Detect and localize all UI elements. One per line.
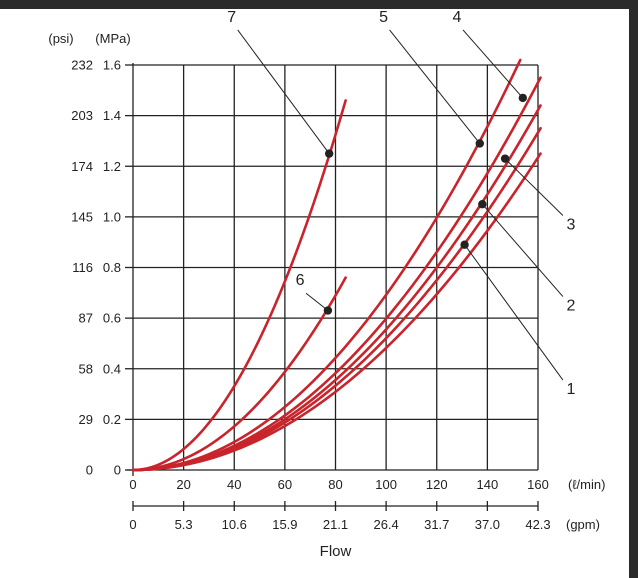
x-tick-label-gpm: 5.3: [175, 517, 193, 532]
curves: [131, 58, 542, 472]
curve-1: [131, 152, 542, 472]
y-tick-label-mpa: 0.8: [103, 260, 121, 275]
x-tick-label-gpm: 15.9: [272, 517, 297, 532]
axes: 000.2290.4580.6870.81161.01451.21741.420…: [48, 31, 605, 560]
y-tick-label-mpa: 1.6: [103, 58, 121, 73]
marker-5: [475, 139, 484, 148]
y-tick-label-psi: 232: [71, 58, 93, 73]
x-tick-label-lpm: 120: [426, 477, 448, 492]
y-tick-label-psi: 0: [86, 463, 93, 478]
callout-label-5: 5: [379, 9, 388, 26]
callout-label-3: 3: [566, 217, 575, 234]
marker-6: [323, 306, 333, 315]
y-tick-label-mpa: 0.4: [103, 361, 121, 376]
y-tick-label-psi: 58: [79, 361, 93, 376]
x-tick-label-gpm: 26.4: [373, 517, 398, 532]
marker-3: [500, 154, 510, 163]
x-unit-gpm: (gpm): [566, 517, 600, 532]
leader-3: [504, 158, 564, 216]
leader-7: [237, 29, 330, 154]
x-tick-label-lpm: 20: [176, 477, 190, 492]
x-tick-label-gpm: 37.0: [475, 517, 500, 532]
labels: 7 6 5 4 3 2 1: [227, 9, 575, 398]
y-unit-psi: (psi): [48, 31, 73, 46]
marker-4: [518, 93, 528, 103]
callout-label-4: 4: [453, 9, 462, 26]
curve-7: [131, 99, 347, 472]
leader-1: [464, 244, 564, 381]
y-tick-label-psi: 145: [71, 209, 93, 224]
y-tick-label-mpa: 1.0: [103, 209, 121, 224]
y-unit-mpa: (MPa): [95, 31, 130, 46]
x-tick-label-gpm: 0: [129, 517, 136, 532]
callout-label-7: 7: [227, 9, 236, 26]
grid-lines: [133, 64, 539, 470]
right-frame-bar: [629, 0, 638, 578]
x-tick-label-lpm: 40: [227, 477, 241, 492]
x-tick-label-gpm: 42.3: [525, 517, 550, 532]
x-tick-label-gpm: 31.7: [424, 517, 449, 532]
marker-7: [324, 149, 334, 158]
y-tick-label-mpa: 0.2: [103, 412, 121, 427]
callout-label-1: 1: [566, 381, 575, 398]
x-tick-label-lpm: 100: [375, 477, 397, 492]
y-tick-label-psi: 174: [71, 159, 93, 174]
marker-1: [460, 240, 469, 249]
y-tick-label-psi: 29: [79, 412, 93, 427]
top-frame-bar: [0, 0, 638, 9]
x-unit-lpm: (ℓ/min): [568, 477, 605, 492]
y-tick-label-psi: 87: [79, 311, 93, 326]
callout-leaders: [237, 29, 564, 381]
y-tick-label-mpa: 0.6: [103, 311, 121, 326]
callout-label-6: 6: [296, 272, 305, 289]
y-tick-label-psi: 203: [71, 108, 93, 123]
markers: [323, 93, 528, 315]
x-tick-label-gpm: 10.6: [222, 517, 247, 532]
curve-3: [131, 104, 542, 472]
leader-5: [389, 29, 481, 144]
curve-6: [131, 276, 347, 472]
x-tick-label-lpm: 80: [328, 477, 342, 492]
y-tick-label-mpa: 1.4: [103, 108, 121, 123]
leader-4: [462, 29, 524, 99]
y-tick-label-mpa: 0: [114, 463, 121, 478]
leader-2: [481, 203, 564, 297]
x-tick-label-lpm: 160: [527, 477, 549, 492]
x-tick-label-lpm: 140: [477, 477, 499, 492]
x-tick-label-lpm: 60: [278, 477, 292, 492]
curve-4: [131, 76, 542, 472]
callout-label-2: 2: [566, 298, 575, 315]
y-tick-label-psi: 116: [72, 260, 93, 275]
x-axis-title: Flow: [320, 543, 352, 560]
x-tick-label-lpm: 0: [129, 477, 136, 492]
y-tick-label-mpa: 1.2: [103, 159, 121, 174]
marker-2: [478, 200, 487, 209]
leader-6: [305, 292, 329, 311]
x-tick-label-gpm: 21.1: [323, 517, 348, 532]
curve-5: [131, 58, 522, 472]
